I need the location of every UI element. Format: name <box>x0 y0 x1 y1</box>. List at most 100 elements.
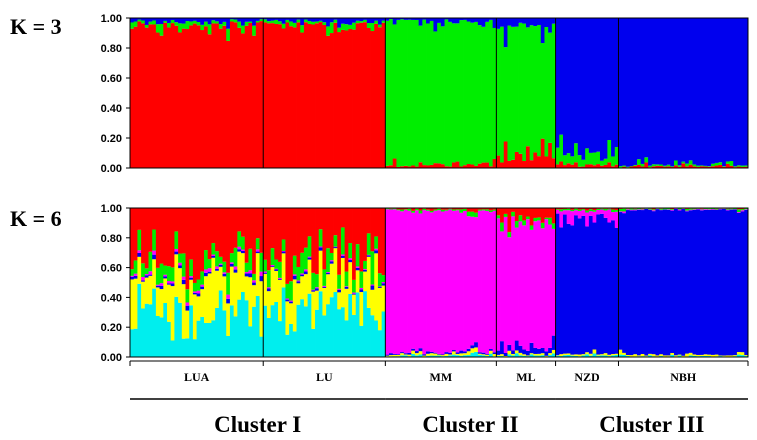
bar-segment-yellow <box>244 276 249 301</box>
bar-segment-red <box>237 208 242 232</box>
bar-segment-red <box>300 32 305 168</box>
bar-segment-yellow <box>514 350 519 354</box>
bar-segment-yellow <box>241 253 246 293</box>
bar-segment-blue <box>244 18 249 22</box>
bar-segment-blue <box>559 18 564 135</box>
bar-segment-red <box>488 166 494 168</box>
bar-segment-cyan <box>252 306 257 357</box>
bar-segment-green <box>292 255 297 275</box>
bar-segment-red <box>651 166 656 168</box>
bar-segment-green <box>414 208 420 211</box>
bar-segment-blue <box>422 354 427 356</box>
bar-segment-yellow <box>274 270 279 302</box>
bar-segment-red <box>500 208 505 223</box>
bar-segment-green <box>174 231 179 249</box>
bar-segment-green <box>529 25 534 161</box>
bar-segment-magenta <box>507 237 512 345</box>
bar-segment-green <box>315 21 320 24</box>
bar-segment-blue <box>592 222 597 350</box>
bar-segment-yellow <box>477 353 482 355</box>
bar-segment-red <box>178 32 183 169</box>
bar-segment-blue <box>215 268 220 271</box>
bar-segment-green <box>370 22 375 32</box>
bar-segment-red <box>133 208 138 261</box>
bar-segment-red <box>155 208 160 268</box>
bar-segment-yellow <box>196 296 201 321</box>
bar-segment-magenta <box>281 250 286 252</box>
bar-segment-magenta <box>411 212 416 349</box>
cluster-label-1: Cluster I <box>214 412 301 437</box>
bar-segment-red <box>636 164 642 168</box>
bar-segment-green <box>411 210 416 213</box>
bar-segment-yellow <box>451 351 457 355</box>
bar-segment-red <box>144 27 149 169</box>
bar-segment-blue <box>607 222 612 355</box>
bar-segment-green <box>363 260 368 269</box>
bar-segment-blue <box>270 18 275 21</box>
bar-segment-green <box>229 253 235 263</box>
bar-segment-blue <box>599 18 605 161</box>
bar-segment-magenta <box>163 274 168 277</box>
bar-segment-magenta <box>233 266 238 270</box>
bar-segment-magenta <box>533 221 538 348</box>
bar-segment-blue <box>433 352 438 354</box>
bar-segment-blue <box>263 18 268 20</box>
bar-segment-blue <box>651 18 656 165</box>
bar-segment-green <box>492 209 497 211</box>
bar-segment-green <box>625 166 630 168</box>
bar-segment-blue <box>233 269 238 273</box>
bar-segment-blue <box>736 18 741 166</box>
bar-segment-red <box>470 208 475 212</box>
bar-segment-yellow <box>607 354 612 357</box>
bar-segment-blue <box>451 350 457 352</box>
bar-segment-red <box>444 208 449 210</box>
bar-segment-red <box>241 33 246 168</box>
bar-segment-red <box>215 208 220 252</box>
bar-segment-blue <box>696 209 701 355</box>
bar-segment-green <box>574 143 579 163</box>
bar-segment-yellow <box>363 271 368 292</box>
bar-segment-yellow <box>529 353 534 355</box>
bar-segment-green <box>222 261 227 273</box>
bar-segment-cyan <box>596 355 601 357</box>
bar-segment-magenta <box>218 263 223 265</box>
bar-segment-magenta <box>463 210 468 352</box>
bar-segment-yellow <box>229 266 235 306</box>
bar-segment-red <box>566 163 571 168</box>
bar-segment-green <box>241 236 246 250</box>
bar-segment-green <box>622 208 627 212</box>
bar-segment-red <box>200 208 205 272</box>
bar-segment-yellow <box>204 276 209 323</box>
bar-segment-green <box>500 26 505 163</box>
bar-segment-green <box>226 28 231 41</box>
bar-segment-red <box>348 208 353 244</box>
bar-segment-blue <box>255 251 260 254</box>
bar-segment-magenta <box>329 260 334 262</box>
bar-segment-red <box>337 208 342 275</box>
bar-segment-magenta <box>170 281 175 284</box>
bar-segment-cyan <box>233 316 238 357</box>
bar-segment-blue <box>385 354 390 356</box>
bar-segment-red <box>411 208 416 211</box>
bar-segment-green <box>400 209 405 212</box>
bar-segment-magenta <box>699 209 704 211</box>
bar-segment-green <box>170 19 175 24</box>
bar-segment-green <box>622 165 627 167</box>
bar-segment-red <box>281 208 286 240</box>
bar-segment-green <box>196 22 201 26</box>
bar-segment-green <box>662 208 667 210</box>
bar-segment-blue <box>529 342 534 354</box>
bar-segment-blue <box>474 342 479 348</box>
bar-segment-green <box>189 21 194 26</box>
bar-segment-magenta <box>474 217 479 343</box>
bar-segment-magenta <box>374 248 379 251</box>
bar-segment-green <box>355 20 360 24</box>
bar-segment-green <box>496 28 501 156</box>
bar-segment-magenta <box>448 209 453 353</box>
bar-segment-yellow <box>137 256 142 284</box>
bar-segment-cyan <box>207 322 212 357</box>
bar-segment-green <box>685 208 690 211</box>
bar-segment-red <box>370 31 375 168</box>
bar-segment-green <box>311 21 316 25</box>
bar-segment-green <box>444 19 449 167</box>
